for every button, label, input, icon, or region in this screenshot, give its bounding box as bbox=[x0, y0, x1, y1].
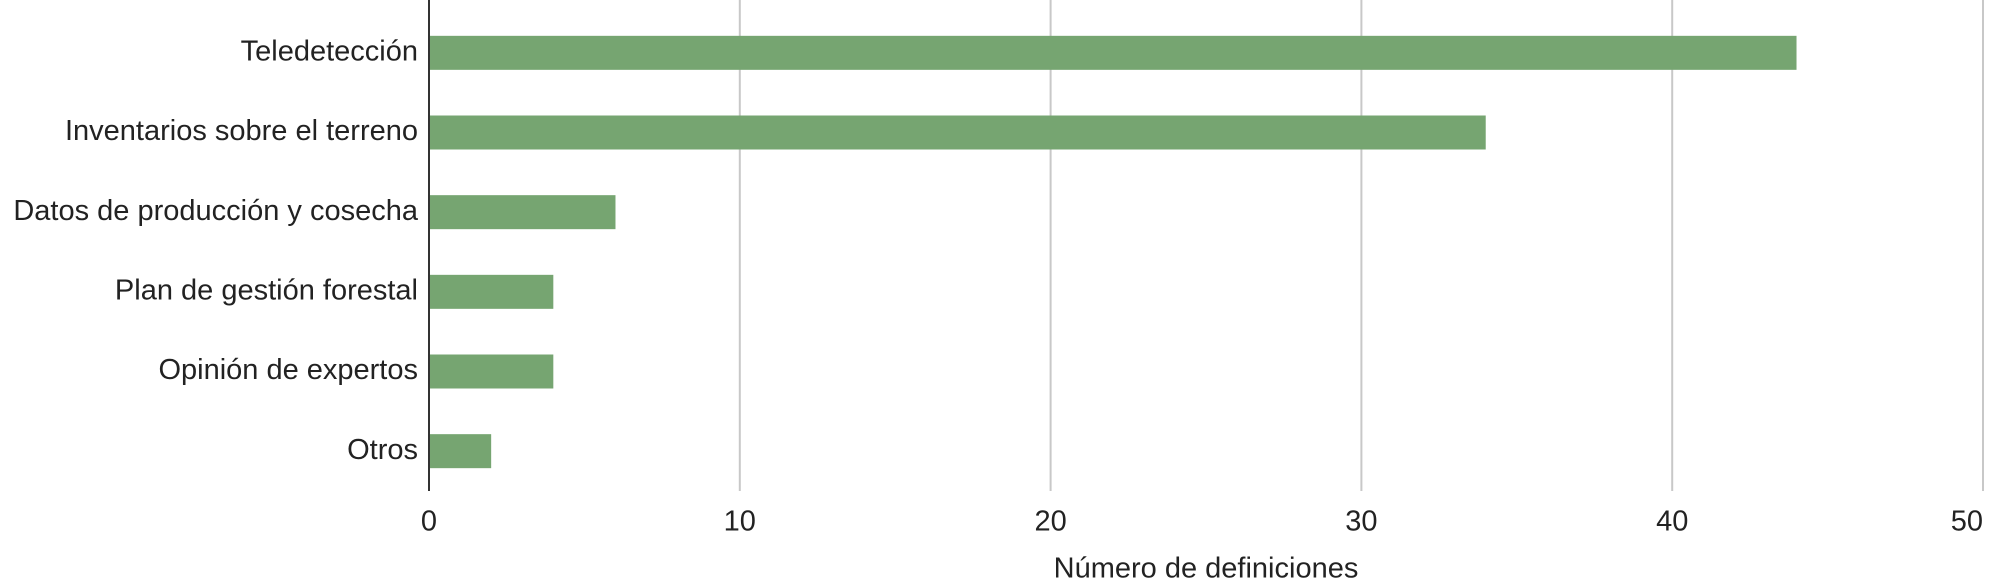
x-tick-label: 50 bbox=[1951, 506, 1983, 538]
y-tick-label: Inventarios sobre el terreno bbox=[65, 115, 418, 147]
x-tick-label: 10 bbox=[724, 506, 756, 538]
y-tick-label: Datos de producción y cosecha bbox=[13, 195, 418, 227]
x-tick-label: 20 bbox=[1034, 506, 1066, 538]
bar bbox=[429, 35, 1797, 70]
y-tick-label: Opinión de expertos bbox=[158, 354, 418, 386]
y-tick-label: Plan de gestión forestal bbox=[115, 274, 418, 306]
bar bbox=[429, 354, 554, 389]
bar bbox=[429, 195, 616, 230]
x-tick-label: 30 bbox=[1345, 506, 1377, 538]
x-tick-label: 0 bbox=[421, 506, 437, 538]
y-tick-label: Otros bbox=[347, 434, 418, 466]
bar bbox=[429, 115, 1486, 150]
bar bbox=[429, 434, 492, 469]
y-tick-label: Teledetección bbox=[241, 35, 418, 67]
bar bbox=[429, 274, 554, 309]
x-tick-label: 40 bbox=[1656, 506, 1688, 538]
x-axis-label: Número de definiciones bbox=[1054, 553, 1359, 583]
